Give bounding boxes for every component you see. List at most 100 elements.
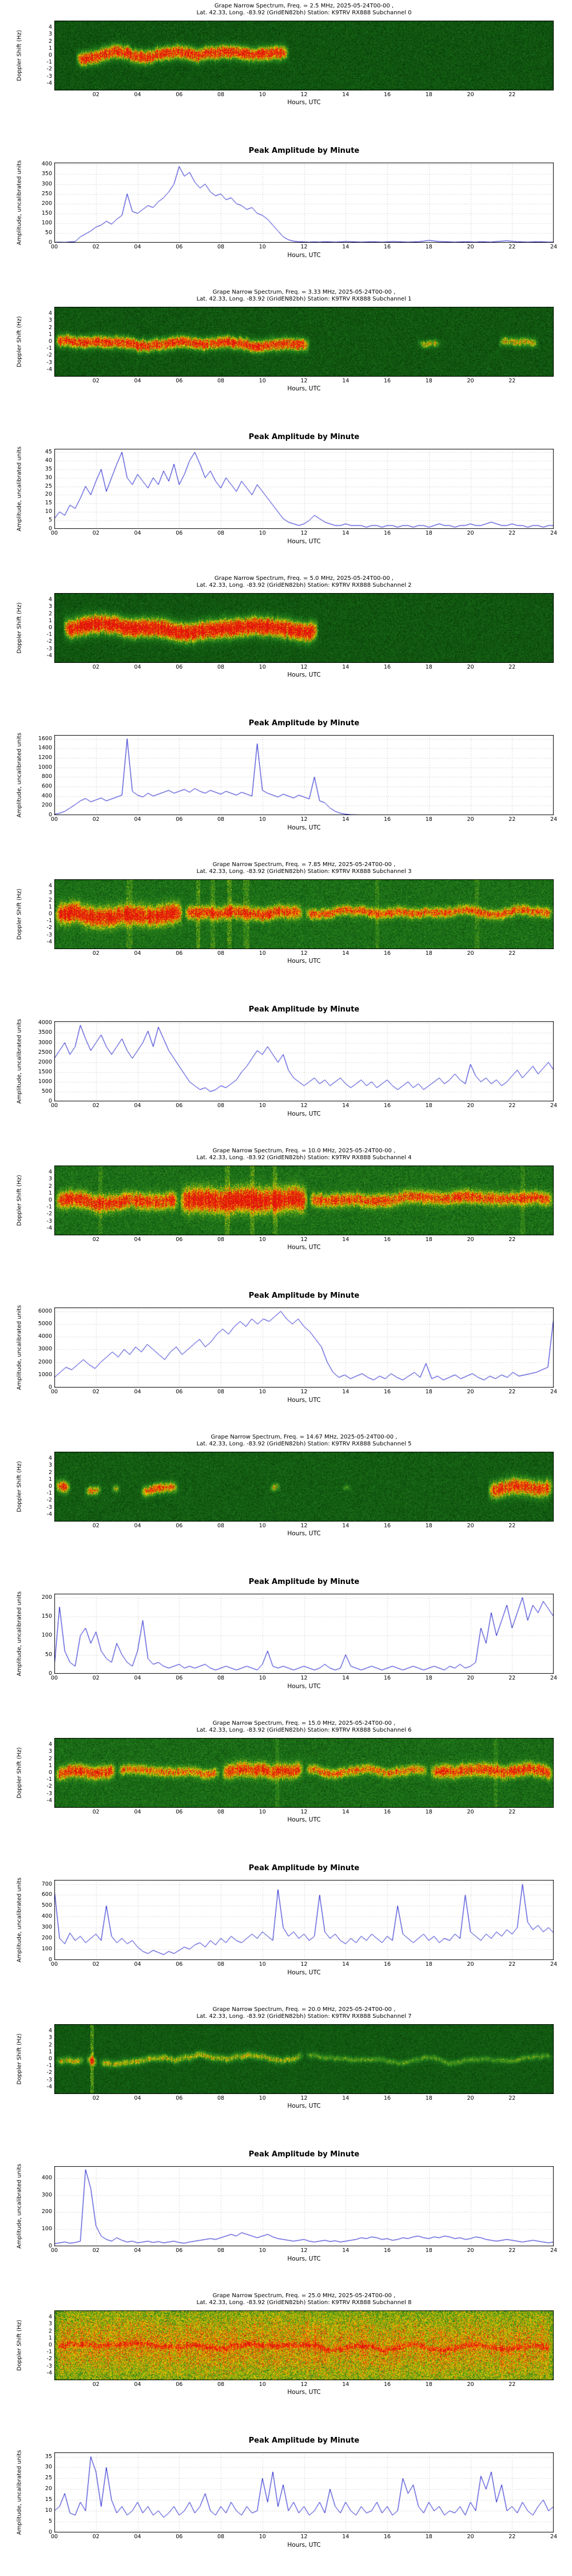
y-tick-label: 1 <box>48 903 52 910</box>
amplitude-subchannel-0: Peak Amplitude by Minute Amplitude, unca… <box>0 143 572 286</box>
x-tick-label: 10 <box>259 1103 266 1109</box>
chart-subtitle: Lat. 42.33, Long. -83.92 (GridEN82bh) St… <box>196 10 412 16</box>
y-tick-label: 500 <box>41 1088 52 1095</box>
y-tick-label: 30 <box>45 2464 52 2471</box>
y-tick-label: -4 <box>46 366 52 373</box>
y-tick-label: 200 <box>41 802 52 809</box>
x-tick-label: 14 <box>342 1961 349 1967</box>
y-tick-label: 0 <box>48 526 52 532</box>
x-tick-label: 12 <box>300 2381 308 2388</box>
x-tick-label: 04 <box>134 1389 141 1395</box>
x-tick-label: 00 <box>50 2247 58 2254</box>
y-tick-label: 2000 <box>38 1358 52 1365</box>
y-tick-label: 0 <box>48 2056 52 2062</box>
x-tick-label: 04 <box>134 2381 141 2388</box>
x-tick-label: 08 <box>217 2247 225 2254</box>
y-tick-label: 2 <box>48 1183 52 1190</box>
x-axis-label: Hours, UTC <box>287 2103 321 2109</box>
x-tick-label: 06 <box>176 1103 183 1109</box>
x-tick-label: 22 <box>509 2095 516 2101</box>
y-tick-label: 0 <box>48 1197 52 1203</box>
y-tick-label: 200 <box>41 2208 52 2215</box>
x-tick-label: 12 <box>300 1236 308 1243</box>
x-tick-label: 18 <box>425 1675 432 1681</box>
y-tick-label: 10 <box>45 2507 52 2514</box>
y-tick-label: 40 <box>45 457 52 464</box>
chart-subtitle: Lat. 42.33, Long. -83.92 (GridEN82bh) St… <box>196 2300 412 2306</box>
y-tick-label: 300 <box>41 2191 52 2198</box>
x-tick-label: 22 <box>509 1675 516 1681</box>
x-axis-label: Hours, UTC <box>287 2255 321 2262</box>
y-tick-label: -1 <box>46 631 52 638</box>
x-tick-label: 12 <box>300 1103 308 1109</box>
y-tick-label: 4 <box>48 883 52 890</box>
plot-area <box>54 163 554 243</box>
y-tick-label: 0 <box>48 1670 52 1677</box>
y-tick-label: 350 <box>41 171 52 177</box>
x-tick-label: 08 <box>217 1523 225 1529</box>
x-axis-label: Hours, UTC <box>287 1244 321 1251</box>
x-tick-label: 22 <box>509 1809 516 1815</box>
y-tick-label: 1 <box>48 2048 52 2055</box>
y-tick-label: 4 <box>48 2314 52 2321</box>
x-axis-label: Hours, UTC <box>287 99 321 106</box>
x-tick-label: 18 <box>425 244 432 250</box>
chart-subtitle: Lat. 42.33, Long. -83.92 (GridEN82bh) St… <box>196 1727 412 1733</box>
chart-title: Peak Amplitude by Minute <box>248 1291 360 1300</box>
plot-area <box>54 2024 554 2094</box>
y-tick-label: 200 <box>41 1594 52 1601</box>
y-axis-label: Doppler Shift (Hz) <box>16 888 23 940</box>
x-tick-label: 08 <box>217 1675 225 1681</box>
y-tick-label: -1 <box>46 2063 52 2069</box>
y-tick-label: -1 <box>46 1490 52 1497</box>
x-tick-label: 20 <box>467 1675 474 1681</box>
x-axis-label: Hours, UTC <box>287 2542 321 2549</box>
y-tick-label: 0 <box>48 338 52 345</box>
x-tick-label: 00 <box>50 1961 58 1967</box>
x-tick-label: 22 <box>509 1389 516 1395</box>
x-tick-label: 06 <box>176 2247 183 2254</box>
y-axis-label: Doppler Shift (Hz) <box>16 30 23 81</box>
y-axis-label: Doppler Shift (Hz) <box>16 2033 23 2085</box>
x-tick-label: 24 <box>550 2247 558 2254</box>
y-tick-label: 1 <box>48 331 52 338</box>
y-axis-label: Amplitude, uncalibrated units <box>16 732 23 818</box>
y-tick-label: 300 <box>41 180 52 187</box>
x-tick-label: 20 <box>467 664 474 670</box>
x-tick-label: 08 <box>217 244 225 250</box>
x-tick-label: 04 <box>134 1236 141 1243</box>
x-tick-label: 20 <box>467 1961 474 1967</box>
x-tick-label: 02 <box>92 378 100 384</box>
x-tick-label: 16 <box>383 530 391 536</box>
x-tick-label: 16 <box>383 1675 391 1681</box>
y-tick-label: 4 <box>48 1741 52 1748</box>
x-tick-label: 04 <box>134 1809 141 1815</box>
y-axis-label: Doppler Shift (Hz) <box>16 1747 23 1799</box>
x-tick-label: 20 <box>467 2381 474 2388</box>
y-tick-label: 100 <box>41 1632 52 1639</box>
x-axis-label: Hours, UTC <box>287 1683 321 1690</box>
y-tick-label: 3 <box>48 1748 52 1755</box>
x-tick-label: 20 <box>467 1523 474 1529</box>
y-tick-label: 150 <box>41 1613 52 1619</box>
y-tick-label: 50 <box>45 1651 52 1658</box>
y-tick-label: -2 <box>46 924 52 931</box>
x-tick-label: 24 <box>550 1103 558 1109</box>
y-tick-label: -4 <box>46 80 52 86</box>
x-tick-label: 10 <box>259 378 266 384</box>
x-tick-label: 12 <box>300 2534 308 2540</box>
x-tick-label: 06 <box>176 2381 183 2388</box>
x-tick-label: 24 <box>550 1675 558 1681</box>
x-tick-label: 16 <box>383 2534 391 2540</box>
chart-title: Grape Narrow Spectrum, Freq. = 7.85 MHz,… <box>212 862 396 868</box>
x-tick-label: 02 <box>92 2247 100 2254</box>
y-tick-label: -3 <box>46 645 52 652</box>
x-tick-label: 18 <box>425 1961 432 1967</box>
amplitude-subchannel-6: Peak Amplitude by Minute Amplitude, unca… <box>0 1860 572 2004</box>
x-tick-label: 16 <box>383 664 391 670</box>
x-tick-label: 10 <box>259 530 266 536</box>
x-tick-label: 20 <box>467 378 474 384</box>
y-tick-label: -3 <box>46 359 52 366</box>
y-tick-label: 3 <box>48 1176 52 1183</box>
x-tick-label: 10 <box>259 2381 266 2388</box>
